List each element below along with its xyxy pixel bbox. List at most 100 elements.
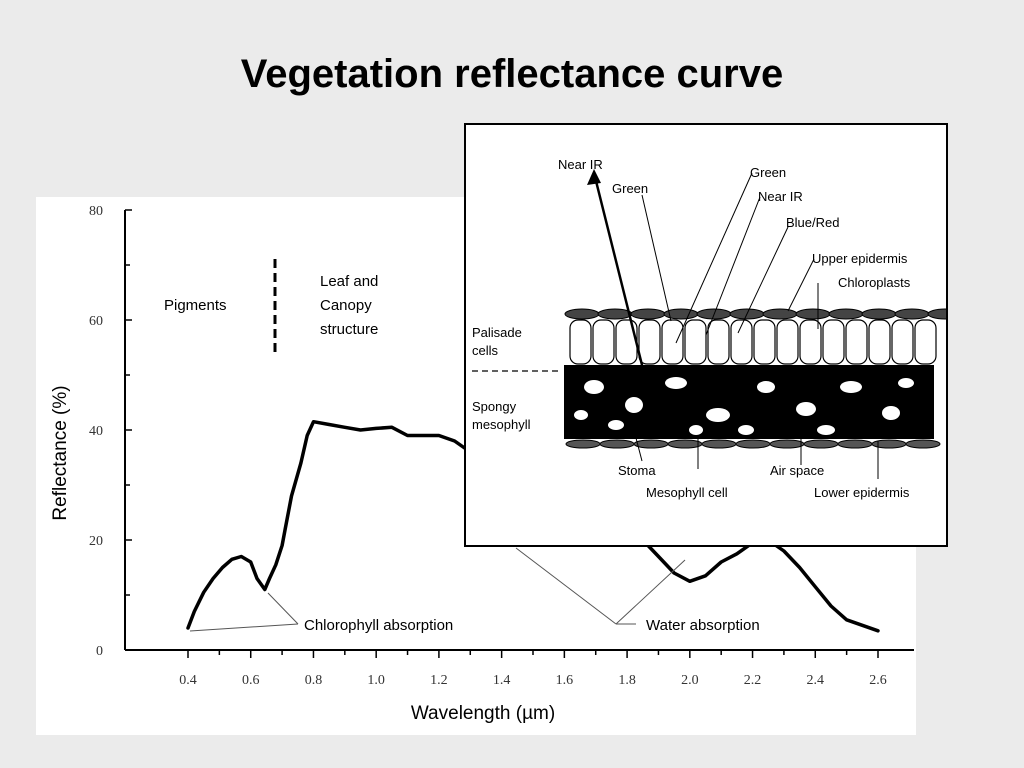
y-tick-label: 40 (89, 424, 103, 439)
air-space (840, 381, 862, 393)
x-tick-label: 2.4 (807, 673, 825, 688)
near-ir-label: Near IR (758, 189, 803, 204)
lower-epidermis-cell (769, 439, 805, 449)
chloroplasts-label: Chloroplasts (838, 275, 911, 290)
lower-epidermis-cell (667, 439, 703, 449)
palisade-cell (569, 319, 592, 365)
chlorophyll-leader-line (267, 592, 299, 625)
y-tick-label: 20 (89, 534, 103, 549)
x-tick-label: 1.4 (493, 673, 511, 688)
upper-epidermis-cell (894, 308, 930, 320)
x-tick-label: 0.4 (179, 673, 197, 688)
air-space (584, 380, 604, 394)
leader-line (675, 172, 753, 344)
upper-epidermis-cell (861, 308, 897, 320)
leaf-canopy-label: Canopy (320, 297, 372, 314)
palisade-cell (684, 319, 707, 365)
upper-epidermis-cell (795, 308, 831, 320)
y-tick-label: 60 (89, 314, 103, 329)
leaf-drawing (472, 169, 946, 479)
chart-ticks: 0 20 40 60 80 0.4 0.6 0.8 1.0 1.2 1.4 1.6 1.8 2.0 2.2 2… (89, 204, 887, 688)
air-space (817, 425, 835, 435)
leader-line (737, 226, 789, 334)
chlorophyll-leader-line (189, 623, 299, 632)
lower-epidermis-cell (837, 439, 873, 449)
palisade-cell (592, 319, 615, 365)
x-tick-label: 1.8 (618, 673, 636, 688)
air-space (882, 406, 900, 420)
x-tick-label: 1.6 (556, 673, 574, 688)
leader-line (787, 258, 815, 312)
chart-annotations: Pigments Leaf and Canopy structure Chlorophy… (164, 259, 760, 634)
upper-epidermis-cell (762, 308, 798, 320)
leader-line (592, 172, 646, 374)
chlorophyll-absorption-label: Chlorophyll absorption (304, 617, 453, 634)
green-label: Green (612, 181, 648, 196)
lower-epidermis-cell (565, 439, 601, 449)
pigments-label: Pigments (164, 297, 227, 314)
green-label: Green (750, 165, 786, 180)
leaf-canopy-label: structure (320, 321, 378, 338)
upper-epidermis-cell (564, 308, 600, 320)
y-tick-label: 80 (89, 204, 103, 219)
lower-epidermis-cell (905, 439, 941, 449)
leaf-cross-section: Near IR Green Green Near IR Blue/Red Upper ep… (472, 157, 946, 500)
air-space (625, 397, 643, 413)
y-tick-label: 0 (96, 644, 103, 659)
air-space (757, 381, 775, 393)
x-tick-label: 1.2 (430, 673, 448, 688)
water-absorption-label: Water absorption (646, 617, 760, 634)
air-space (665, 377, 687, 389)
air-space (608, 420, 624, 430)
palisade-cell (822, 319, 845, 365)
air-space-label: Air space (770, 463, 824, 478)
upper-epidermis-cell (828, 308, 864, 320)
air-space (574, 410, 588, 420)
palisade-cell (845, 319, 868, 365)
palisade-cell (776, 319, 799, 365)
x-tick-label: 2.2 (744, 673, 762, 688)
near-ir-arrowhead (587, 169, 601, 185)
air-space (898, 378, 914, 388)
reflectance-chart: 0 20 40 60 80 0.4 0.6 0.8 1.0 1.2 1.4 1.6 1.8 2.0 2.2 2… (50, 204, 914, 724)
upper-epidermis-cell (597, 308, 633, 320)
lower-epidermis-cell (599, 439, 635, 449)
leaf-canopy-label: Leaf and (320, 273, 378, 290)
x-tick-label: 0.6 (242, 673, 260, 688)
stoma-label: Stoma (618, 463, 656, 478)
near-ir-label: Near IR (558, 157, 603, 172)
x-tick-label: 0.8 (305, 673, 323, 688)
blue-red-label: Blue/Red (786, 215, 839, 230)
air-space (738, 425, 754, 435)
palisade-label: Palisade (472, 325, 522, 340)
x-tick-label: 2.0 (681, 673, 699, 688)
upper-epidermis-label: Upper epidermis (812, 251, 908, 266)
palisade-cell (914, 319, 937, 365)
palisade-cell (707, 319, 730, 365)
palisade-cell (638, 319, 661, 365)
x-tick-label: 1.0 (367, 673, 385, 688)
spongy-mesophyll-label: Spongy (472, 399, 517, 414)
upper-epidermis-cell (630, 308, 666, 320)
slide-title: Vegetation reflectance curve (240, 52, 784, 96)
leader-line (635, 437, 643, 462)
lower-epidermis-label: Lower epidermis (814, 485, 910, 500)
lower-epidermis-cell (735, 439, 771, 449)
x-tick-label: 2.6 (869, 673, 887, 688)
palisade-label: cells (472, 343, 499, 358)
lower-epidermis-cell (803, 439, 839, 449)
y-axis-label: Reflectance (%) (50, 385, 71, 520)
leader-line (641, 194, 672, 322)
air-space (706, 408, 730, 422)
lower-epidermis-cell (633, 439, 669, 449)
palisade-cell (615, 319, 638, 365)
water-leader-line (515, 547, 617, 625)
air-space (689, 425, 703, 435)
air-space (796, 402, 816, 416)
x-axis-label: Wavelength (µm) (411, 703, 555, 724)
leaf-labels: Near IR Green Green Near IR Blue/Red Upper ep… (472, 157, 911, 500)
palisade-cell (661, 319, 684, 365)
palisade-cell (730, 319, 753, 365)
palisade-cell (891, 319, 914, 365)
palisade-cell (799, 319, 822, 365)
